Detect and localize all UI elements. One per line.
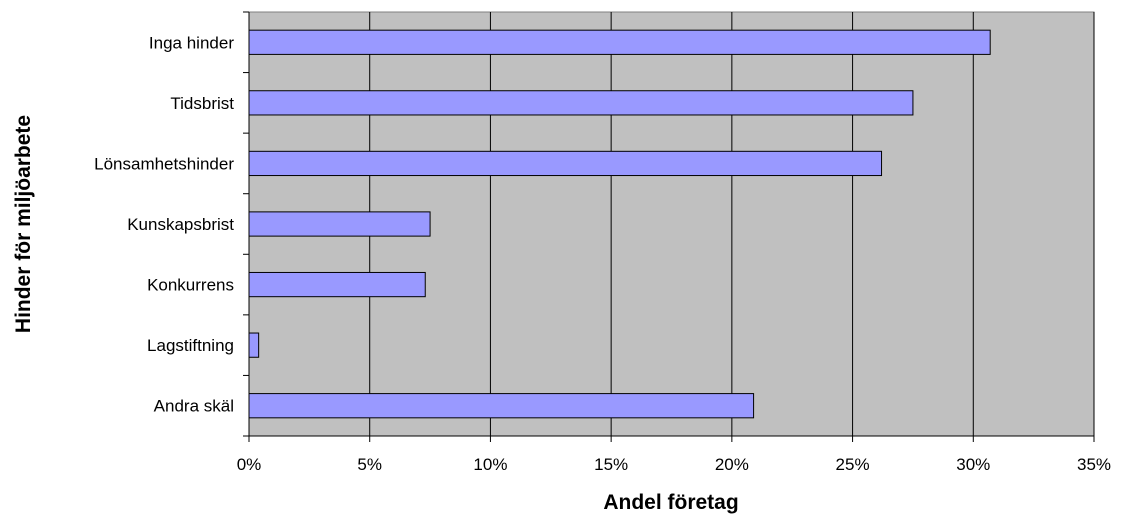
x-tick-label-1: 5%	[357, 455, 382, 474]
category-label-2: Lönsamhetshinder	[94, 154, 234, 173]
bar-2	[248, 150, 883, 177]
x-tick-label-3: 15%	[594, 455, 628, 474]
x-tick-label-7: 35%	[1077, 455, 1111, 474]
bar-1	[248, 90, 914, 116]
category-labels: Inga hinder Tidsbrist Lönsamhetshinder Kuns…	[94, 33, 234, 415]
bars	[248, 29, 991, 419]
bar-4	[248, 271, 426, 298]
x-tick-label-5: 25%	[836, 455, 870, 474]
bar-0	[248, 29, 991, 55]
category-label-4: Konkurrens	[147, 276, 234, 295]
category-label-6: Andra skäl	[154, 397, 234, 416]
x-tick-label-6: 30%	[956, 455, 990, 474]
bar-3	[248, 211, 431, 237]
bar-6	[248, 393, 755, 419]
category-label-1: Tidsbrist	[170, 94, 234, 113]
category-label-5: Lagstiftning	[147, 336, 234, 355]
bar-5	[248, 332, 260, 358]
x-tick-label-2: 10%	[473, 455, 507, 474]
y-axis-title: Hinder för miljöarbete	[12, 115, 35, 333]
gridlines	[369, 12, 1095, 436]
category-label-0: Inga hinder	[149, 33, 234, 52]
x-axis-title: Andel företag	[603, 491, 738, 514]
category-label-3: Kunskapsbrist	[127, 215, 234, 234]
x-tick-label-4: 20%	[715, 455, 749, 474]
axes	[243, 11, 1095, 442]
x-tick-label-0: 0%	[237, 455, 262, 474]
x-tick-labels: 0% 5% 10% 15% 20% 25% 30% 35%	[237, 455, 1111, 474]
